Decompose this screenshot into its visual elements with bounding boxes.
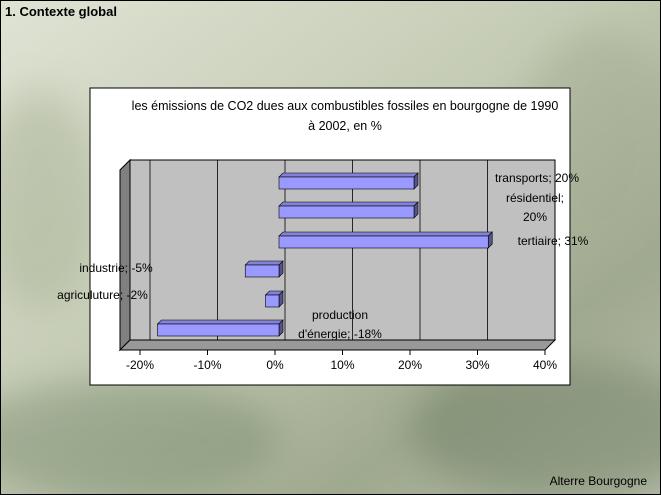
data-label: production d'énergie; -18% (298, 308, 382, 341)
x-tick-label: 20% (397, 358, 423, 372)
chart-title: les émissions de CO2 dues aux combustibl… (131, 99, 559, 133)
slide-title: 1. Contexte global (5, 4, 117, 19)
data-label: agriculuture; -2% (57, 288, 148, 302)
bar (278, 176, 415, 190)
bar (157, 323, 280, 337)
data-label: résidentiel; 20% (505, 191, 565, 224)
side-wall (119, 158, 131, 352)
bar (265, 294, 280, 308)
data-label: industrie; -5% (79, 261, 153, 275)
x-tick-label: 10% (330, 358, 355, 372)
data-label: tertiaire; 31% (517, 234, 589, 248)
bar (278, 235, 489, 249)
data-label: transports; 20% (494, 171, 580, 185)
bar-top (244, 260, 284, 266)
x-tick-label: 0% (266, 358, 284, 372)
background-texture (0, 30, 661, 495)
x-tick-label: -20% (125, 358, 154, 372)
x-tick-label: 30% (465, 358, 490, 372)
bar-top (278, 201, 419, 207)
x-tick-label: 40% (532, 358, 558, 372)
footer: Alterre Bourgogne (549, 474, 647, 488)
x-tick-label: -10% (193, 358, 222, 372)
bar-top (278, 172, 419, 178)
bar-top (278, 231, 493, 237)
bar-top (156, 319, 284, 325)
bar (278, 205, 415, 219)
bar (244, 264, 280, 278)
